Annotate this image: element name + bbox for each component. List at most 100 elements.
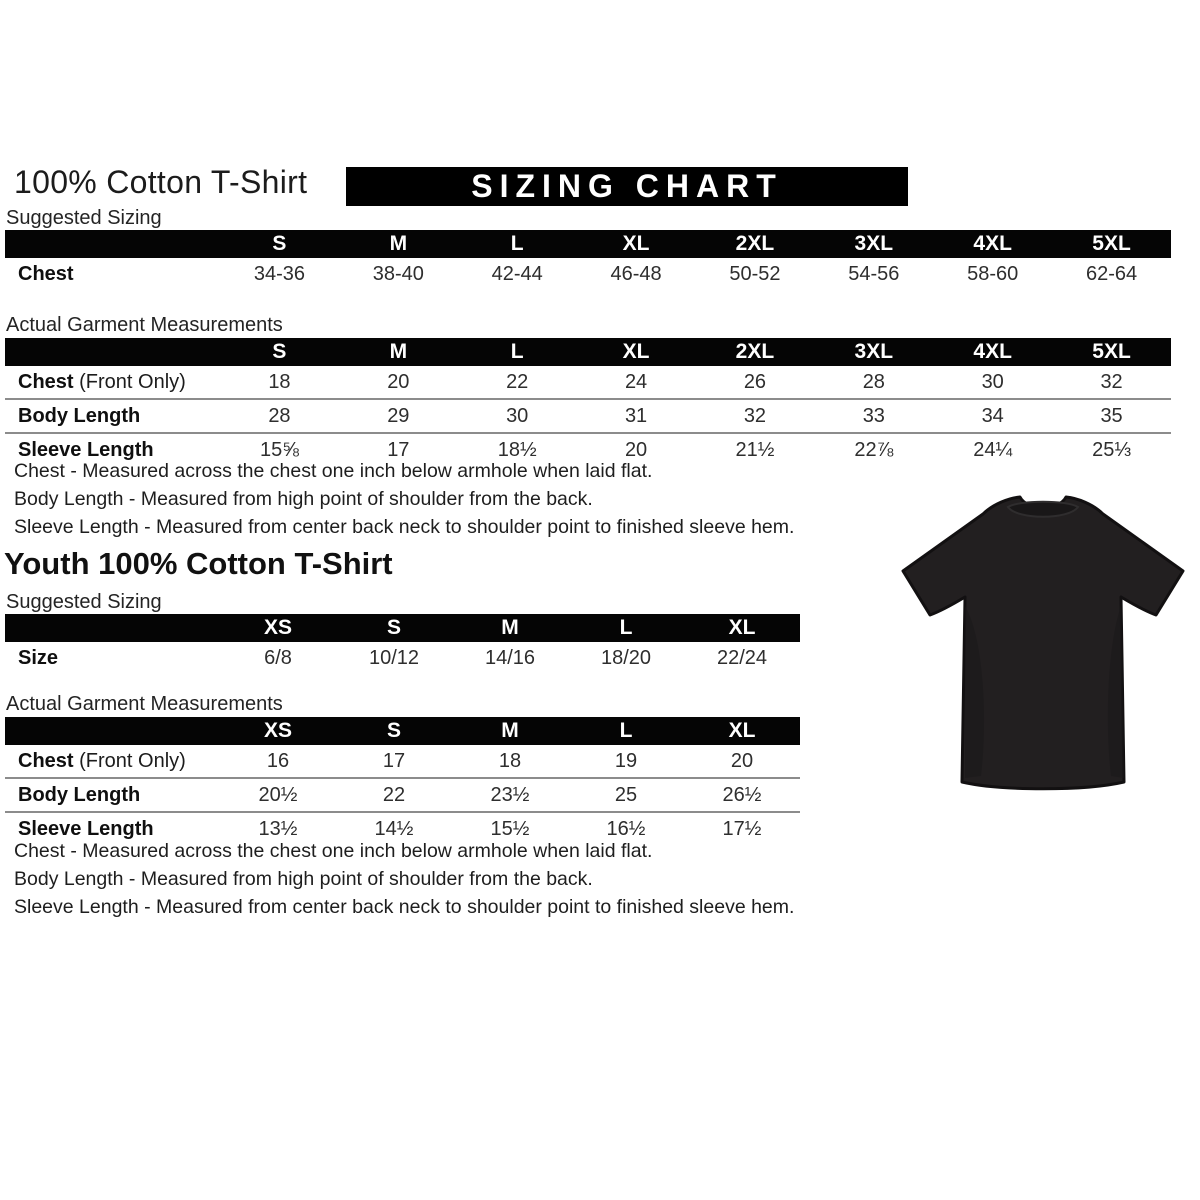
tshirt-shading-left <box>965 606 985 778</box>
size-value-cell: 14½ <box>374 817 414 840</box>
size-column-header: 2XL <box>695 230 815 258</box>
size-column-header: M <box>338 230 458 258</box>
size-value-cell: 38-40 <box>372 262 424 285</box>
size-header-row: S M L XL 2XL 3XL 4XL 5XL <box>5 338 1171 366</box>
size-value-cell: 15½ <box>490 817 530 840</box>
row-label: Sleeve Length <box>18 817 154 840</box>
size-value-cell: 17½ <box>722 817 762 840</box>
size-value-cell: 18 <box>220 366 339 400</box>
tshirt-collar <box>1006 500 1080 518</box>
size-value-cell: 28 <box>220 399 339 434</box>
size-value-cell: 25⅓ <box>1092 438 1132 461</box>
size-value-cell: 15⅝ <box>259 438 299 461</box>
row-label: Chest (Front Only) <box>5 745 220 779</box>
size-column-header: XS <box>220 614 336 642</box>
size-value-cell: 19 <box>568 745 684 779</box>
size-value-cell: 21½ <box>735 438 775 461</box>
size-value-cell: 33 <box>814 399 934 434</box>
size-column-header: XL <box>684 614 800 642</box>
size-column-header: 5XL <box>1052 230 1171 258</box>
size-value-cell: 34 <box>933 399 1053 434</box>
measurement-row: Sleeve Length 15⅝ 17 18½ 20 21½ 22⅞ 24¼ 25⅓ <box>5 433 1171 466</box>
black-tshirt-graphic <box>901 495 1185 791</box>
size-value-cell: 30 <box>933 366 1053 400</box>
note-chest: Chest - Measured across the chest one in… <box>14 840 653 862</box>
sizing-chart-banner: SIZING CHART <box>346 167 908 206</box>
youth-suggested-sizing-label: Suggested Sizing <box>6 591 162 613</box>
youth-garment-measurements-table: XS S M L XL Chest (Front Only) 16 17 18 19 20 Body … <box>5 717 800 845</box>
size-column-header: 4XL <box>933 230 1053 258</box>
row-label: Chest <box>18 262 74 285</box>
size-column-header: XL <box>576 338 696 366</box>
row-label-header <box>5 230 220 258</box>
size-value-cell: 54-56 <box>848 262 900 285</box>
size-value-cell: 17 <box>336 745 452 779</box>
size-column-header: 4XL <box>933 338 1053 366</box>
row-label: Body Length <box>5 399 220 434</box>
size-value-cell: 25 <box>568 778 684 813</box>
measurement-row: Body Length 20½ 22 23½ 25 26½ <box>5 778 800 813</box>
youth-measurement-notes: Chest - Measured across the chest one in… <box>14 840 795 926</box>
youth-suggested-sizing-table: XS S M L XL Size 6/8 10/12 14/16 18/20 22/24 <box>5 614 800 674</box>
tshirt-shading-right <box>1107 606 1124 778</box>
black-tshirt-image <box>893 486 1193 816</box>
tshirt-body <box>901 495 1185 791</box>
size-column-header: L <box>457 338 577 366</box>
youth-garment-measurements-label: Actual Garment Measurements <box>6 693 283 715</box>
size-column-header: M <box>338 338 458 366</box>
note-chest: Chest - Measured across the chest one in… <box>14 460 653 482</box>
size-column-header: M <box>452 717 568 745</box>
adult-suggested-sizing-label: Suggested Sizing <box>6 207 162 229</box>
size-value-cell: 22/24 <box>716 646 768 669</box>
size-value-cell: 23½ <box>452 778 568 813</box>
measurement-row: Size 6/8 10/12 14/16 18/20 22/24 <box>5 642 800 674</box>
measurement-row: Sleeve Length 13½ 14½ 15½ 16½ 17½ <box>5 812 800 845</box>
size-value-cell: 58-60 <box>967 262 1019 285</box>
size-column-header: XL <box>684 717 800 745</box>
size-value-cell: 26 <box>695 366 815 400</box>
row-label-header <box>5 338 220 366</box>
note-sleeve-length: Sleeve Length - Measured from center bac… <box>14 896 795 918</box>
size-header-row: XS S M L XL <box>5 614 800 642</box>
size-value-cell: 20 <box>338 366 458 400</box>
size-value-cell: 28 <box>814 366 934 400</box>
size-column-header: XS <box>220 717 336 745</box>
size-column-header: S <box>220 338 339 366</box>
row-label-header <box>5 717 220 745</box>
row-label: Size <box>18 646 59 669</box>
size-value-cell: 16½ <box>606 817 646 840</box>
size-value-cell: 22 <box>457 366 577 400</box>
size-value-cell: 14/16 <box>484 646 536 669</box>
size-column-header: 2XL <box>695 338 815 366</box>
size-value-cell: 17 <box>387 438 410 461</box>
size-value-cell: 31 <box>576 399 696 434</box>
size-value-cell: 50-52 <box>729 262 781 285</box>
row-label: Sleeve Length <box>18 438 154 461</box>
size-value-cell: 30 <box>457 399 577 434</box>
adult-garment-measurements-table: S M L XL 2XL 3XL 4XL 5XL Chest (Front Only) 18 20 2… <box>5 338 1171 466</box>
size-value-cell: 10/12 <box>368 646 420 669</box>
row-label-header <box>5 614 220 642</box>
size-column-header: L <box>568 614 684 642</box>
size-value-cell: 62-64 <box>1085 262 1138 285</box>
size-header-row: S M L XL 2XL 3XL 4XL 5XL <box>5 230 1171 258</box>
size-value-cell: 18 <box>452 745 568 779</box>
note-body-length: Body Length - Measured from high point o… <box>14 868 593 890</box>
size-value-cell: 6/8 <box>264 646 292 669</box>
size-column-header: S <box>336 614 452 642</box>
sizing-chart-banner-label: SIZING CHART <box>471 168 783 204</box>
youth-section-title: Youth 100% Cotton T-Shirt <box>4 546 393 581</box>
size-value-cell: 46-48 <box>610 262 662 285</box>
size-column-header: L <box>568 717 684 745</box>
page-title: 100% Cotton T-Shirt <box>14 164 308 200</box>
measurement-row: Chest 34-36 38-40 42-44 46-48 50-52 54-56 58-60… <box>5 258 1171 290</box>
adult-garment-measurements-label: Actual Garment Measurements <box>6 314 283 336</box>
row-label: Chest (Front Only) <box>5 366 220 400</box>
size-value-cell: 18½ <box>497 438 537 461</box>
size-value-cell: 22 <box>336 778 452 813</box>
size-value-cell: 32 <box>1052 366 1171 400</box>
size-value-cell: 34-36 <box>253 262 306 285</box>
size-column-header: S <box>336 717 452 745</box>
measurement-row: Chest (Front Only) 18 20 22 24 26 28 30 32 <box>5 366 1171 400</box>
size-value-cell: 42-44 <box>491 262 543 285</box>
